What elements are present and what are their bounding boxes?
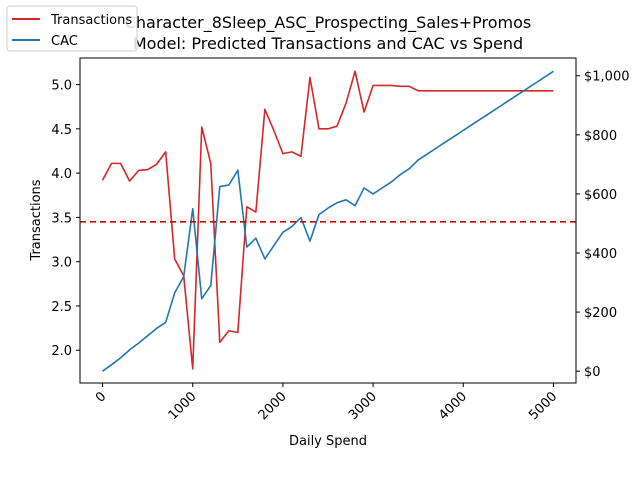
y-axis-left-label: Transactions: [29, 179, 44, 261]
y-right-tick-label: $800: [584, 129, 617, 144]
y-right-tick-label: $1,000: [584, 70, 630, 85]
chart-title-line-1: Character_8Sleep_ASC_Prospecting_Sales+P…: [125, 13, 532, 33]
y-left-tick-label: 5.0: [51, 79, 72, 94]
chart-title-line-2: Model: Predicted Transactions and CAC vs…: [133, 34, 523, 53]
series-line-transactions: [101, 70, 554, 370]
x-axis-label: Daily Spend: [289, 434, 367, 449]
y-left-tick-label: 3.5: [51, 211, 72, 226]
legend-label-cac: CAC: [51, 34, 78, 49]
y-right-tick-label: $400: [584, 247, 617, 262]
y-left-tick-label: 4.0: [51, 167, 72, 182]
legend: Transactions CAC: [6, 5, 138, 52]
series-line-cac: [102, 70, 554, 372]
plot-frame: [79, 57, 577, 384]
y-right-tick-label: $200: [584, 306, 617, 321]
y-axis-left: 2.0 2.5 3.0 3.5 4.0 4.5 5.0: [51, 79, 80, 359]
y-left-tick-label: 2.5: [51, 300, 72, 315]
y-axis-right: $0 $200 $400 $600 $800 $1,000: [576, 70, 630, 380]
legend-label-transactions: Transactions: [50, 13, 132, 28]
y-left-tick-label: 3.0: [51, 256, 72, 271]
y-right-tick-label: $600: [584, 188, 617, 203]
y-left-tick-label: 2.0: [51, 344, 72, 359]
y-left-tick-label: 4.5: [51, 123, 72, 138]
plot-area: [80, 70, 576, 372]
y-right-tick-label: $0: [584, 365, 601, 380]
